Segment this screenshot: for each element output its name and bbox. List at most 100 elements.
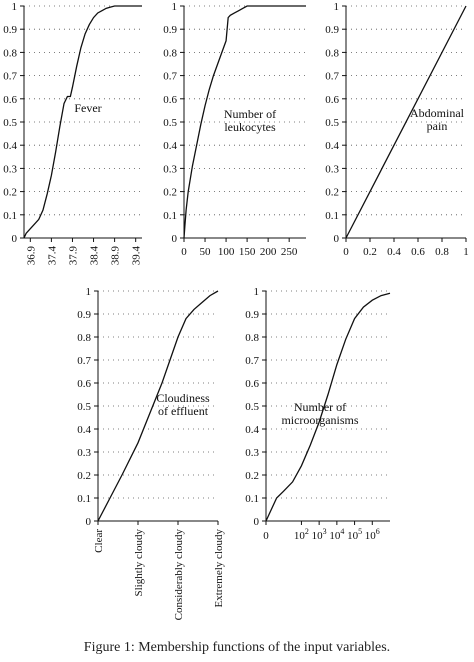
x-tick-label: 0.4: [387, 246, 401, 258]
x-tick-label: 0.8: [435, 246, 449, 258]
y-tick-label: 1: [172, 1, 178, 13]
x-tick-label: 102: [294, 527, 309, 542]
x-tick-label: 0.2: [363, 246, 377, 258]
y-tick-label: 0.7: [325, 71, 339, 83]
x-tick-label: 105: [347, 527, 362, 542]
x-tick-label: 0.6: [411, 246, 425, 258]
y-tick-label: 0.5: [245, 401, 259, 413]
y-tick-label: 0.7: [3, 71, 17, 83]
y-tick-label: 0.7: [163, 71, 177, 83]
y-tick-label: 0.9: [325, 24, 339, 36]
x-tick-label: 37.9: [67, 246, 79, 266]
y-tick-label: 0.2: [3, 187, 17, 199]
curve-annotation: Number of microorganisms: [281, 400, 358, 427]
x-tick-label: 150: [239, 246, 256, 258]
y-tick-label: 0.6: [163, 94, 177, 106]
x-tick-label: Considerably cloudy: [173, 529, 185, 621]
chart-panel-3: 0 0.1 0.2 0.3 0.4 0.5 0.6 0.7 0.8 0.9 1 0 0.2 0.4 0.6 0…: [325, 1, 469, 258]
x-tick-label: 0: [181, 246, 187, 258]
y-tick-label: 0.6: [77, 378, 91, 390]
x-tick-label: 103: [312, 527, 327, 542]
x-tick-label: 200: [260, 246, 277, 258]
y-tick-label: 0.7: [77, 355, 91, 367]
y-tick-label: 0.5: [325, 117, 339, 129]
x-tick-label: Slightly cloudy: [133, 529, 145, 597]
y-tick-label: 1: [12, 1, 18, 13]
y-tick-label: 0.2: [77, 470, 91, 482]
y-tick-label: 0: [86, 516, 92, 528]
series-line: [97, 290, 219, 522]
y-tick-label: 0: [254, 516, 260, 528]
series-line: [23, 5, 142, 239]
chart-panel-4: 0 0.1 0.2 0.3 0.4 0.5 0.6 0.7 0.8 0.9 1 Clear Slight…: [77, 286, 225, 620]
x-tick-label: Extremely cloudy: [213, 529, 225, 608]
y-tick-label: 0.8: [325, 47, 339, 59]
y-tick-label: 0.1: [3, 210, 17, 222]
series-line: [345, 5, 467, 239]
y-tick-label: 0.5: [77, 401, 91, 413]
y-tick-label: 0.6: [325, 94, 339, 106]
x-tick-label: 0: [263, 530, 269, 542]
y-tick-label: 0.8: [3, 47, 17, 59]
y-tick-label: 0.7: [245, 355, 259, 367]
y-tick-label: 0.2: [245, 470, 259, 482]
y-tick-label: 1: [254, 286, 260, 298]
x-tick-label: 38.9: [110, 246, 122, 266]
y-tick-label: 0.8: [77, 332, 91, 344]
curve-annotation: Number of leukocytes: [224, 107, 276, 134]
y-tick-label: 1: [86, 286, 92, 298]
y-tick-label: 0.3: [163, 163, 177, 175]
y-tick-label: 0.8: [245, 332, 259, 344]
x-tick-label: 39.4: [131, 246, 143, 266]
x-tick-label: 100: [218, 246, 235, 258]
y-tick-label: 0.6: [245, 378, 259, 390]
y-tick-label: 0.4: [325, 140, 339, 152]
chart-panel-1: 0 0.1 0.2 0.3 0.4 0.5 0.6 0.7 0.8 0.9 1 36.9 37.4 37.…: [3, 1, 142, 265]
x-tick-label: 36.9: [25, 246, 37, 266]
x-tick-label: 104: [329, 527, 344, 542]
y-tick-label: 0.4: [77, 424, 91, 436]
y-tick-label: 0.4: [245, 424, 259, 436]
y-tick-label: 0.4: [3, 140, 17, 152]
x-tick-label: 250: [281, 246, 298, 258]
x-tick-label: 50: [200, 246, 212, 258]
chart-panel-2: 0 0.1 0.2 0.3 0.4 0.5 0.6 0.7 0.8 0.9 1 0 50 100 150 20…: [163, 1, 306, 258]
x-tick-label: 1: [463, 246, 469, 258]
y-tick-label: 0.8: [163, 47, 177, 59]
x-tick-label: Clear: [93, 529, 105, 553]
y-tick-label: 0.2: [325, 187, 339, 199]
y-tick-label: 0.2: [163, 187, 177, 199]
curve-annotation: Abdominal pain: [410, 106, 465, 133]
y-tick-label: 0.3: [245, 447, 259, 459]
y-tick-label: 0.1: [163, 210, 177, 222]
y-tick-label: 0: [172, 233, 178, 245]
x-tick-label: 37.4: [46, 246, 58, 266]
y-tick-label: 1: [334, 1, 340, 13]
series-line: [183, 5, 306, 239]
y-tick-label: 0.9: [3, 24, 17, 36]
y-tick-label: 0.3: [77, 447, 91, 459]
x-tick-label: 106: [365, 527, 380, 542]
curve-annotation: Fever: [74, 101, 101, 115]
y-tick-label: 0.3: [325, 163, 339, 175]
y-tick-label: 0.9: [77, 309, 91, 321]
series-line: [265, 292, 391, 522]
y-tick-label: 0.1: [245, 493, 259, 505]
chart-panel-5: 00.10.20.30.40.50.60.70.80.910 102 103 104 1…: [245, 286, 391, 542]
y-tick-label: 0.1: [325, 210, 339, 222]
y-tick-label: 0.9: [163, 24, 177, 36]
y-tick-label: 0: [334, 233, 340, 245]
y-tick-label: 0: [12, 233, 18, 245]
x-tick-label: 38.4: [89, 246, 101, 266]
y-tick-label: 0.5: [3, 117, 17, 129]
x-tick-label: 0: [343, 246, 349, 258]
y-tick-label: 0.4: [163, 140, 177, 152]
figure-caption: Figure 1: Membership functions of the in…: [83, 640, 391, 655]
y-tick-label: 0.6: [3, 94, 17, 106]
y-tick-label: 0.5: [163, 117, 177, 129]
y-tick-label: 0.9: [245, 309, 259, 321]
y-tick-label: 0.1: [77, 493, 91, 505]
y-tick-label: 0.3: [3, 163, 17, 175]
curve-annotation: Cloudiness of effluent: [156, 391, 210, 418]
